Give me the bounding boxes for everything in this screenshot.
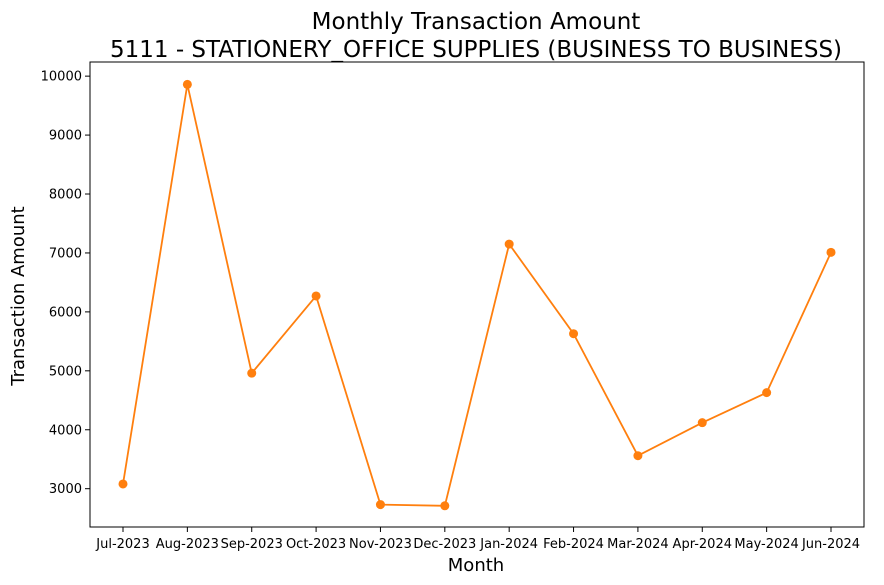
x-tick-label: Feb-2024	[543, 537, 604, 552]
y-axis-label: Transaction Amount	[8, 206, 29, 386]
x-axis: Jul-2023 Aug-2023 Sep-2023 Oct-2023 Nov-2023…	[95, 527, 860, 552]
x-tick-label: Dec-2023	[413, 537, 476, 552]
y-tick-label: 6000	[49, 305, 82, 320]
chart-title: Monthly Transaction Amount	[312, 9, 641, 35]
x-tick-label: Jun-2024	[801, 537, 860, 552]
x-tick-label: Sep-2023	[221, 537, 283, 552]
data-point	[118, 479, 128, 489]
chart-subtitle: 5111 - STATIONERY_OFFICE SUPPLIES (BUSIN…	[110, 37, 842, 63]
y-tick-label: 7000	[49, 246, 82, 261]
y-tick-label: 8000	[49, 188, 82, 203]
x-tick-label: May-2024	[734, 537, 798, 552]
data-point	[762, 388, 772, 398]
y-tick-label: 10000	[41, 70, 82, 85]
x-tick-label: Oct-2023	[286, 537, 346, 552]
y-tick-label: 4000	[49, 423, 82, 438]
y-axis: 3000 4000 5000 6000 7000 8000 9000 10000	[41, 70, 90, 497]
x-tick-label: Nov-2023	[349, 537, 412, 552]
series-polyline	[122, 84, 832, 507]
data-point	[311, 291, 321, 301]
y-tick-label: 9000	[49, 129, 82, 144]
x-tick-label: Jul-2023	[95, 537, 149, 552]
data-point	[440, 501, 450, 511]
x-tick-label: Mar-2024	[607, 537, 668, 552]
x-axis-label: Month	[448, 555, 504, 576]
plot-area	[89, 61, 865, 528]
series-line	[118, 79, 836, 511]
data-point	[247, 368, 257, 378]
data-point	[504, 239, 514, 249]
x-tick-label: Jan-2024	[479, 537, 538, 552]
data-point	[569, 329, 579, 339]
data-point	[826, 247, 836, 257]
x-tick-label: Aug-2023	[156, 537, 219, 552]
data-point	[697, 418, 707, 428]
y-tick-label: 3000	[49, 482, 82, 497]
data-point	[182, 79, 192, 89]
data-point	[633, 451, 643, 461]
data-point	[375, 500, 385, 510]
y-tick-label: 5000	[49, 364, 82, 379]
x-tick-label: Apr-2024	[673, 537, 732, 552]
